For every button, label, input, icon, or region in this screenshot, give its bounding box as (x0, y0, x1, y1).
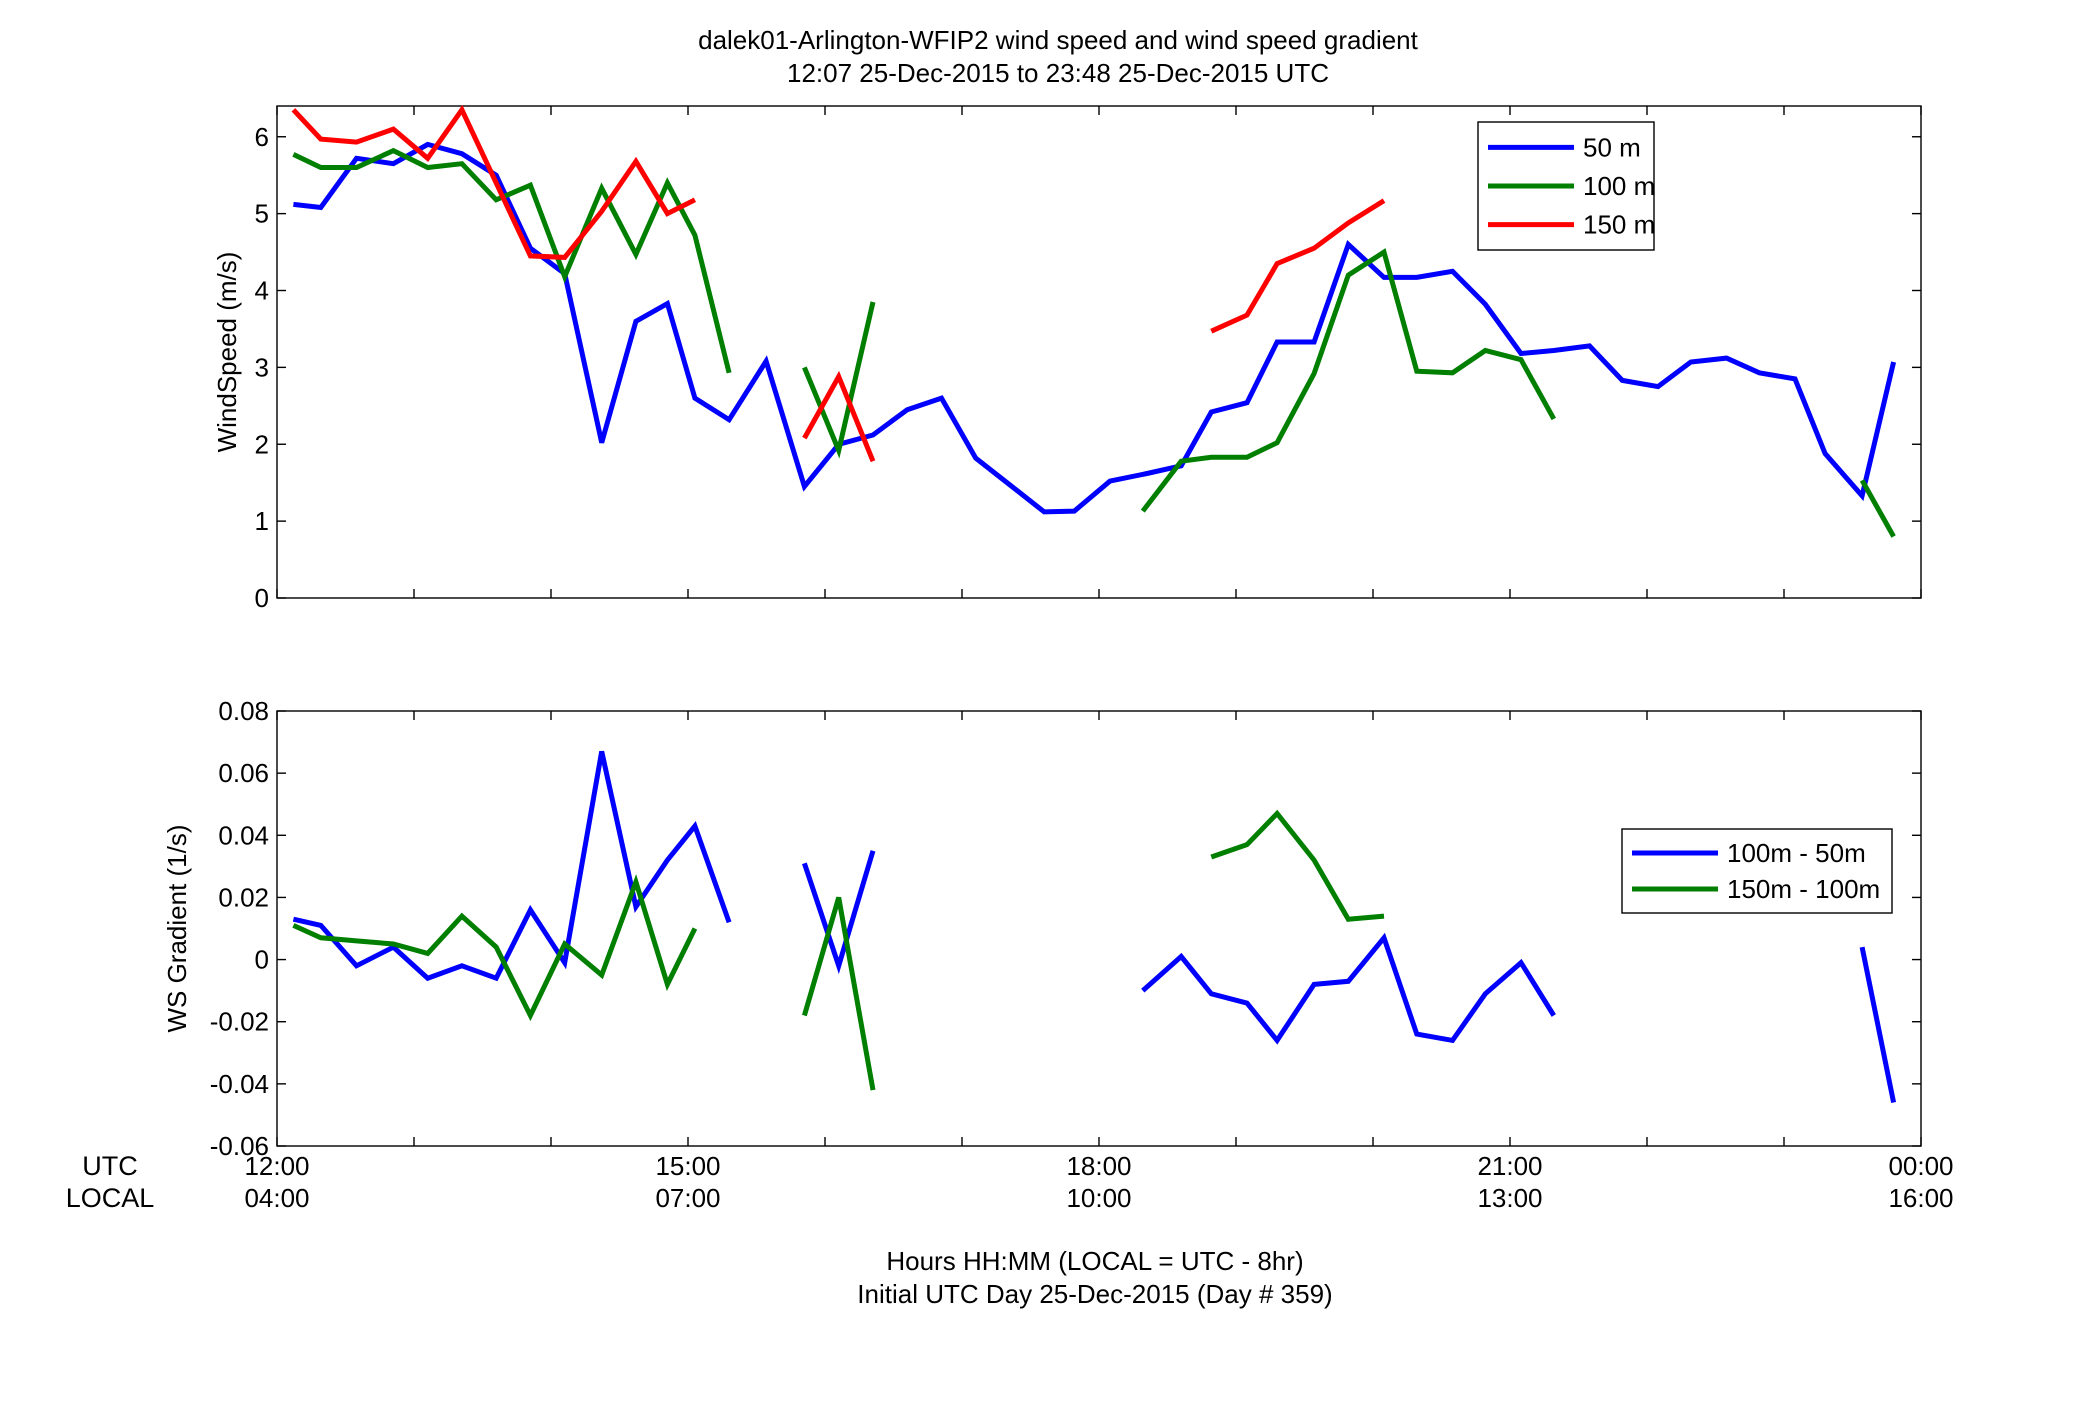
y-tick-label: 1 (255, 506, 269, 536)
utc-tick-label: 18:00 (1066, 1151, 1131, 1181)
y-tick-label: 3 (255, 352, 269, 382)
series-line-100m-50m-seg3 (1859, 946, 1897, 1103)
local-tick-label: 10:00 (1066, 1183, 1131, 1213)
local-tick-label: 04:00 (244, 1183, 309, 1213)
y-tick-label: 0.08 (218, 696, 269, 726)
local-tick-label: 16:00 (1888, 1183, 1953, 1213)
y-tick-label: 0 (255, 583, 269, 613)
series-line-150m-100m-seg1 (801, 896, 876, 1091)
wind-speed-panel: 0 1 2 3 4 5 6 WindSpeed (m/s) 50 m 100 m 150 m (212, 104, 1922, 613)
y-tick-label: 4 (255, 276, 269, 306)
y-tick-label: 0 (255, 945, 269, 975)
wind-gradient-panel: -0.06 -0.04 -0.02 0 0.02 0.04 0.06 0.08 WS Gradi… (162, 696, 1922, 1161)
series-line-100-m-seg0 (292, 147, 732, 374)
plot-frame (276, 105, 1922, 599)
y-tick-label: 5 (255, 199, 269, 229)
y-tick-label: 6 (255, 122, 269, 152)
y-tick-label: -0.02 (210, 1007, 269, 1037)
series-line-100-m-seg3 (1859, 479, 1896, 538)
series-line-100m-50m-seg0 (292, 750, 732, 982)
legend: 50 m 100 m 150 m (1477, 121, 1655, 251)
y-tick-label: 0.02 (218, 882, 269, 912)
utc-tick-label: 15:00 (655, 1151, 720, 1181)
utc-tick-label: 12:00 (244, 1151, 309, 1181)
utc-row-label: UTC (82, 1151, 138, 1181)
legend-entry: 100 m (1583, 171, 1655, 201)
series-line-100-m-seg2 (1140, 248, 1556, 513)
utc-tick-label: 00:00 (1888, 1151, 1953, 1181)
y-tick-label: 2 (255, 429, 269, 459)
local-tick-label: 07:00 (655, 1183, 720, 1213)
y-tick-label: -0.04 (210, 1069, 269, 1099)
y-axis-label: WS Gradient (1/s) (162, 824, 192, 1032)
legend-entry: 50 m (1583, 132, 1641, 162)
series-line-150-m-seg2 (1210, 198, 1386, 334)
y-tick-label: 0.04 (218, 820, 269, 850)
series-line-100m-50m-seg1 (802, 850, 876, 975)
series-line-100-m-seg1 (802, 301, 876, 459)
chart-subtitle: 12:07 25-Dec-2015 to 23:48 25-Dec-2015 U… (787, 58, 1329, 88)
y-tick-label: -0.06 (210, 1131, 269, 1161)
series-line-150m-100m-seg0 (292, 874, 698, 1022)
legend: 100m - 50m 150m - 100m (1621, 828, 1893, 914)
series-line-150-m-seg1 (802, 370, 876, 463)
series-line-150m-100m-seg2 (1210, 809, 1385, 922)
x-axis-label: Hours HH:MM (LOCAL = UTC - 8hr) (886, 1246, 1303, 1276)
legend-entry: 100m - 50m (1727, 838, 1866, 868)
legend-box (1621, 828, 1893, 914)
series-line-50-m-seg0 (293, 141, 1897, 515)
utc-tick-label: 21:00 (1477, 1151, 1542, 1181)
legend-entry: 150 m (1583, 210, 1655, 240)
local-row-label: LOCAL (66, 1183, 155, 1213)
y-tick-label: 0.06 (218, 758, 269, 788)
series-line-150-m-seg0 (291, 104, 697, 260)
x-axis-sublabel: Initial UTC Day 25-Dec-2015 (Day # 359) (857, 1279, 1332, 1309)
local-tick-label: 13:00 (1477, 1183, 1542, 1213)
chart-title: dalek01-Arlington-WFIP2 wind speed and w… (698, 25, 1419, 55)
y-axis-label: WindSpeed (m/s) (212, 252, 242, 453)
legend-entry: 150m - 100m (1727, 874, 1880, 904)
series-line-100m-50m-seg2 (1141, 932, 1556, 1045)
